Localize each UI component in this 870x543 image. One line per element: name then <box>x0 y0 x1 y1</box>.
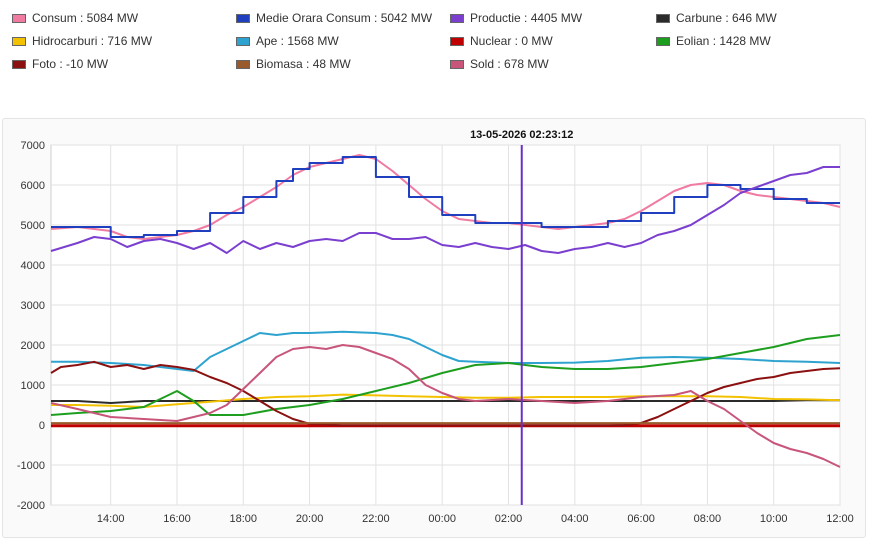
series-line-sold <box>50 344 841 468</box>
x-tick-label: 08:00 <box>694 513 722 525</box>
x-tick-label: 12:00 <box>826 513 854 525</box>
legend-item[interactable]: Sold : 678 MW <box>450 57 549 71</box>
legend-swatch <box>236 13 250 23</box>
y-tick-label: 6000 <box>21 180 45 192</box>
legend-swatch <box>12 59 26 69</box>
legend-swatch <box>656 36 670 46</box>
legend-item[interactable]: Eolian : 1428 MW <box>656 34 771 48</box>
y-tick-label: 3000 <box>21 300 45 312</box>
legend-item[interactable]: Foto : -10 MW <box>12 57 108 71</box>
legend-swatch <box>450 13 464 23</box>
y-tick-label: 4000 <box>21 260 45 272</box>
y-tick-label: 0 <box>39 420 45 432</box>
plot-area <box>50 144 841 506</box>
line-chart[interactable]: 7000 6000 5000 4000 3000 2000 1000 0 -1000 -2000 1… <box>3 119 867 539</box>
legend-swatch <box>12 36 26 46</box>
legend-label: Carbune : 646 MW <box>676 11 777 25</box>
x-tick-label: 00:00 <box>428 513 456 525</box>
x-tick-label: 06:00 <box>627 513 655 525</box>
legend-label: Hidrocarburi : 716 MW <box>32 34 153 48</box>
x-tick-label: 20:00 <box>296 513 324 525</box>
legend-swatch <box>450 59 464 69</box>
series-line-ape <box>51 330 841 372</box>
legend-item[interactable]: Nuclear : 0 MW <box>450 34 553 48</box>
series-line-productie <box>50 166 840 254</box>
legend-swatch <box>656 13 670 23</box>
legend-label: Nuclear : 0 MW <box>470 34 553 48</box>
legend-label: Biomasa : 48 MW <box>256 57 351 71</box>
legend-item[interactable]: Hidrocarburi : 716 MW <box>12 34 152 48</box>
legend-item[interactable]: Consum : 5084 MW <box>12 11 138 25</box>
legend-item[interactable]: Productie : 4405 MW <box>450 11 582 25</box>
legend-label: Productie : 4405 MW <box>470 11 583 25</box>
x-tick-label: 02:00 <box>495 513 523 525</box>
cursor-timestamp: 13-05-2026 02:23:12 <box>470 129 573 141</box>
legend-label: Sold : 678 MW <box>470 57 549 71</box>
legend-item[interactable]: Biomasa : 48 MW <box>236 57 351 71</box>
legend-swatch <box>450 36 464 46</box>
x-tick-label: 04:00 <box>561 513 589 525</box>
series-line-foto <box>50 360 841 427</box>
chart-panel: 7000 6000 5000 4000 3000 2000 1000 0 -1000 -2000 1… <box>2 118 866 538</box>
legend-item[interactable]: Medie Orara Consum : 5042 MW <box>236 11 432 25</box>
legend-label: Eolian : 1428 MW <box>676 34 771 48</box>
series-line-eolian <box>50 334 841 416</box>
y-tick-label: 1000 <box>21 380 45 392</box>
x-tick-label: 22:00 <box>362 513 390 525</box>
x-tick-label: 18:00 <box>230 513 258 525</box>
legend-swatch <box>12 13 26 23</box>
chart-legend: Consum : 5084 MW Medie Orara Consum : 504… <box>0 0 870 80</box>
legend-label: Foto : -10 MW <box>32 57 109 71</box>
x-tick-label: 16:00 <box>163 513 191 525</box>
legend-swatch <box>236 59 250 69</box>
legend-label: Ape : 1568 MW <box>256 34 339 48</box>
y-tick-label: -2000 <box>17 500 45 512</box>
legend-label: Consum : 5084 MW <box>32 11 139 25</box>
series-line-hidrocarburi <box>51 393 841 408</box>
y-tick-label: -1000 <box>17 460 45 472</box>
x-tick-label: 14:00 <box>97 513 125 525</box>
series-line-medie-orara-consum <box>51 156 840 238</box>
y-tick-label: 7000 <box>21 140 45 152</box>
legend-item[interactable]: Carbune : 646 MW <box>656 11 777 25</box>
legend-swatch <box>236 36 250 46</box>
y-tick-label: 5000 <box>21 220 45 232</box>
x-tick-label: 10:00 <box>760 513 788 525</box>
legend-item[interactable]: Ape : 1568 MW <box>236 34 339 48</box>
legend-label: Medie Orara Consum : 5042 MW <box>256 11 433 25</box>
y-tick-label: 2000 <box>21 340 45 352</box>
